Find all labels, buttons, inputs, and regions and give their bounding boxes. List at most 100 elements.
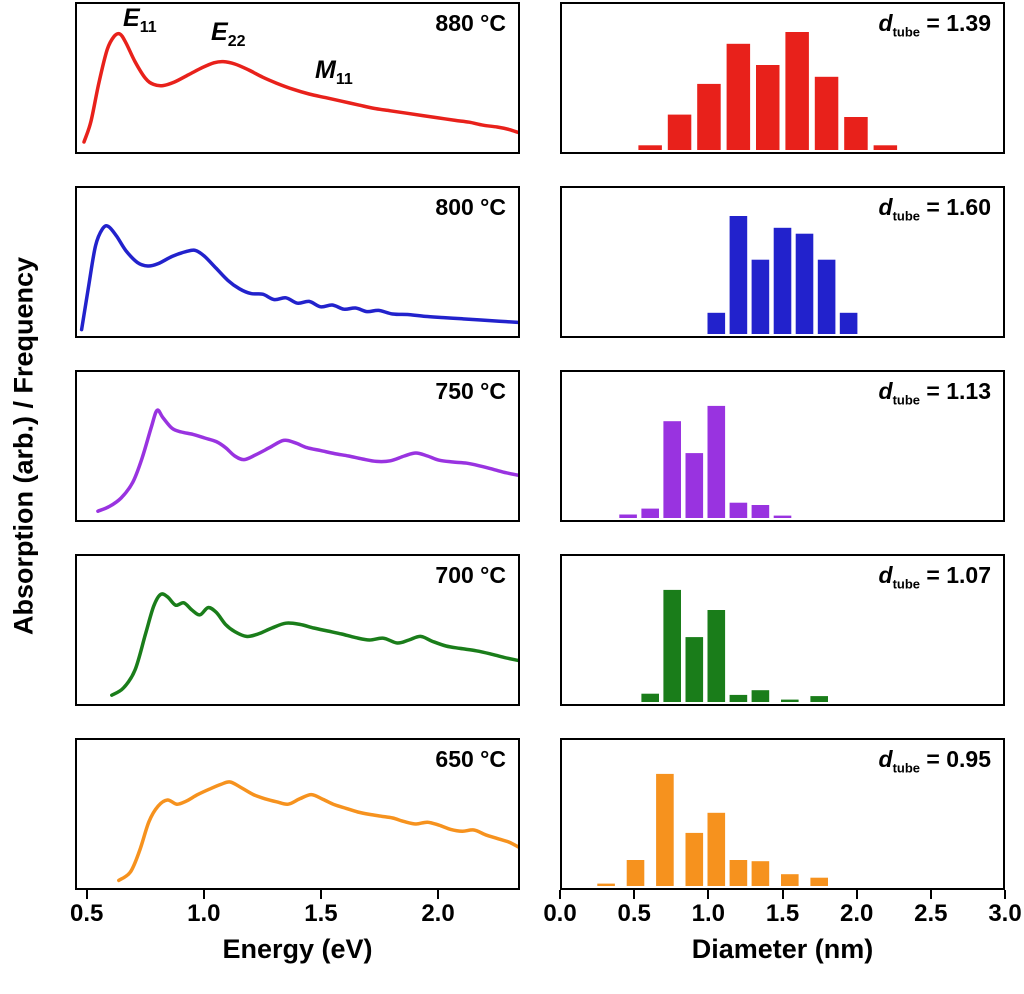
histogram-bar bbox=[844, 117, 868, 150]
tick-mark bbox=[202, 890, 205, 899]
spectrum-panel-800c: 800 °C bbox=[75, 186, 520, 338]
histogram-bar bbox=[873, 145, 898, 150]
histogram-plot-800c bbox=[707, 216, 858, 334]
histogram-bar bbox=[707, 312, 726, 334]
dtube-label-880c: dtube = 1.39 bbox=[879, 10, 992, 40]
spectrum-curve bbox=[82, 31, 518, 144]
tick-label: 0.5 bbox=[617, 900, 651, 927]
histogram-bar bbox=[626, 860, 645, 886]
histogram-bar bbox=[751, 505, 770, 518]
temperature-label-700c: 700 °C bbox=[435, 562, 506, 588]
histogram-panel-700c: dtube = 1.07 bbox=[560, 554, 1005, 706]
annotation-e11: E11 bbox=[123, 4, 157, 37]
dtube-value: = 1.13 bbox=[920, 378, 991, 404]
histogram-bar bbox=[685, 637, 704, 702]
d-symbol: d bbox=[878, 746, 893, 772]
spectrum-plot-880c bbox=[82, 31, 518, 144]
tick-mark bbox=[929, 890, 932, 899]
histogram-bar bbox=[785, 32, 809, 150]
dtube-label-700c: dtube = 1.07 bbox=[879, 562, 992, 592]
tick-mark bbox=[437, 890, 440, 899]
histogram-bar bbox=[667, 114, 692, 150]
tick-label: 0.5 bbox=[70, 900, 104, 927]
histogram-bar bbox=[781, 874, 799, 886]
annotation-symbol: E bbox=[211, 18, 228, 46]
histogram-bar bbox=[726, 43, 751, 150]
diameter-axis-ticks: 0.0 0.5 1.0 1.5 2.0 2.5 3.0 bbox=[543, 890, 1022, 930]
histogram-bar bbox=[773, 515, 792, 518]
histogram-bar bbox=[685, 453, 704, 518]
tick-mark bbox=[781, 890, 784, 899]
histogram-bar bbox=[638, 145, 662, 150]
dtube-value: = 1.39 bbox=[920, 10, 991, 36]
histogram-panel-880c: dtube = 1.39 bbox=[560, 2, 1005, 154]
dtube-label-750c: dtube = 1.13 bbox=[879, 378, 992, 408]
spectrum-curve bbox=[79, 224, 518, 332]
dtube-value: = 1.07 bbox=[920, 562, 991, 588]
histogram-bar bbox=[663, 589, 681, 702]
histogram-bar bbox=[729, 694, 748, 702]
histogram-bar bbox=[707, 610, 726, 702]
histogram-bar bbox=[597, 883, 615, 886]
tick-label: 3.0 bbox=[988, 900, 1022, 927]
d-symbol: d bbox=[878, 10, 893, 36]
d-subscript: tube bbox=[892, 24, 921, 40]
histogram-bar bbox=[781, 699, 799, 702]
spectrum-panel-650c: 650 °C bbox=[75, 738, 520, 890]
spectrum-panel-750c: 750 °C bbox=[75, 370, 520, 522]
tick-mark bbox=[1004, 890, 1006, 899]
d-subscript: tube bbox=[892, 760, 921, 776]
tick-mark bbox=[707, 890, 710, 899]
tick-mark bbox=[319, 890, 322, 899]
histogram-bar bbox=[729, 502, 748, 518]
spectrum-curve bbox=[117, 780, 518, 883]
energy-axis-title: Energy (eV) bbox=[222, 934, 373, 964]
spectrum-panel-880c: E11 E22 M11 880 °C bbox=[75, 2, 520, 154]
d-symbol: d bbox=[878, 562, 893, 588]
annotation-subscript: 11 bbox=[139, 19, 157, 36]
histogram-plot-700c bbox=[641, 589, 828, 702]
tick-mark bbox=[85, 890, 88, 899]
energy-axis-ticks: 0.5 1.0 1.5 2.0 bbox=[70, 890, 520, 930]
tick-label: 1.5 bbox=[304, 900, 338, 927]
spectrum-curve bbox=[96, 408, 518, 513]
tick-label: 1.0 bbox=[187, 900, 221, 927]
histogram-panel-750c: dtube = 1.13 bbox=[560, 370, 1005, 522]
histogram-bar bbox=[729, 216, 748, 334]
histogram-bar bbox=[751, 259, 770, 334]
histogram-bar bbox=[707, 405, 726, 518]
temperature-label-750c: 750 °C bbox=[435, 378, 506, 404]
histogram-bar bbox=[663, 421, 681, 518]
histogram-bar bbox=[707, 812, 726, 886]
histogram-plot-880c bbox=[638, 32, 898, 150]
histogram-bar bbox=[751, 690, 770, 702]
annotation-subscript: 22 bbox=[227, 33, 246, 50]
tick-label: 1.0 bbox=[691, 900, 725, 927]
dtube-value: = 0.95 bbox=[920, 746, 991, 772]
spectrum-curve bbox=[110, 592, 518, 697]
histogram-plot-650c bbox=[597, 773, 828, 886]
histogram-bar bbox=[697, 83, 721, 150]
tick-mark bbox=[855, 890, 858, 899]
histogram-bar bbox=[641, 508, 659, 518]
temperature-label-650c: 650 °C bbox=[435, 746, 506, 772]
dtube-label-650c: dtube = 0.95 bbox=[879, 746, 992, 776]
spectrum-plot-700c bbox=[110, 592, 518, 697]
tick-label: 2.0 bbox=[421, 900, 455, 927]
spectrum-plot-650c bbox=[117, 780, 518, 883]
histogram-bar bbox=[641, 693, 659, 702]
histogram-bar bbox=[756, 65, 780, 150]
tick-mark bbox=[559, 890, 561, 899]
spectrum-plot-800c bbox=[79, 224, 518, 332]
diameter-axis-title: Diameter (nm) bbox=[691, 934, 874, 964]
tick-label: 1.5 bbox=[765, 900, 800, 927]
tick-label: 2.0 bbox=[839, 900, 874, 927]
d-symbol: d bbox=[878, 194, 893, 220]
annotation-subscript: 11 bbox=[335, 71, 353, 88]
histogram-bar bbox=[751, 861, 770, 886]
tick-label: 0.0 bbox=[543, 900, 577, 927]
histogram-bar bbox=[619, 514, 637, 518]
annotation-m11: M11 bbox=[315, 56, 353, 89]
histogram-bar bbox=[729, 860, 748, 886]
